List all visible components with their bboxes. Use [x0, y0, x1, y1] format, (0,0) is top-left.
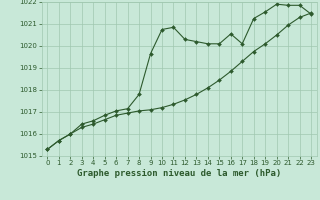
X-axis label: Graphe pression niveau de la mer (hPa): Graphe pression niveau de la mer (hPa) — [77, 169, 281, 178]
